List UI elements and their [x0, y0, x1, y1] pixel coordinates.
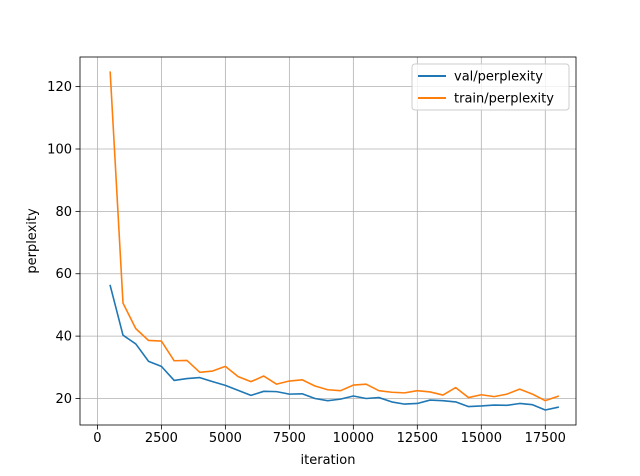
grid [80, 57, 576, 425]
x-tick-label: 2500 [145, 431, 178, 446]
axis-ticks: 0 2500 5000 7500 10000 12500 15000 17500 20 40 60 8… [47, 80, 566, 446]
x-tick-label: 15000 [461, 431, 502, 446]
x-tick-label: 17500 [525, 431, 566, 446]
axes-frame [79, 56, 577, 426]
plot-lines [109, 71, 560, 411]
series-line-train-perplexity [109, 71, 560, 402]
y-tick-label: 40 [55, 330, 72, 345]
x-tick-label: 7500 [273, 431, 306, 446]
y-tick-label: 60 [55, 267, 72, 282]
x-tick-label: 12500 [397, 431, 438, 446]
x-tick-label: 5000 [209, 431, 242, 446]
legend-box [411, 63, 570, 111]
y-tick-label: 120 [47, 80, 72, 95]
series-line-val-perplexity [109, 284, 560, 411]
y-tick-label: 20 [55, 392, 72, 407]
x-axis-label: iteration [301, 453, 356, 468]
legend-label-val-perplexity: val/perplexity [454, 70, 543, 85]
y-axis-label: perplexity [25, 208, 40, 274]
x-tick-label: 0 [93, 431, 101, 446]
x-tick-label: 10000 [333, 431, 374, 446]
legend: val/perplexity train/perplexity [411, 63, 570, 111]
y-tick-label: 80 [55, 205, 72, 220]
y-tick-label: 100 [47, 143, 72, 158]
legend-label-train-perplexity: train/perplexity [454, 92, 554, 107]
